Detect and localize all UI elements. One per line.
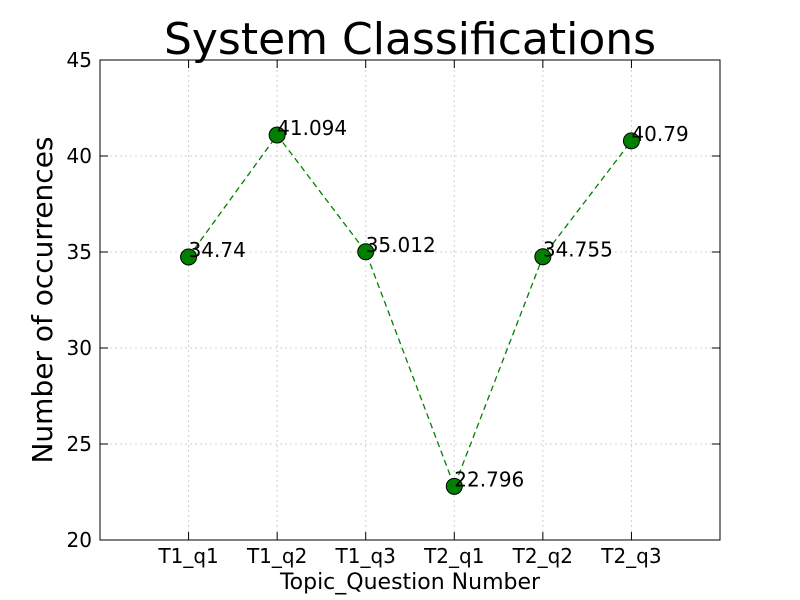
y-axis-label: Number of occurrences (26, 136, 59, 463)
data-label: 40.79 (631, 122, 688, 146)
plot-frame (99, 59, 721, 541)
data-label: 35.012 (366, 233, 436, 257)
data-point (534, 248, 552, 266)
chart-title: System Classifications (164, 14, 656, 65)
data-label: 41.094 (277, 116, 347, 140)
axes: 20 25 30 35 40 45 T1_q1 T1_q2 T1_q3 T2_q1 T2_q2 T2_… (67, 48, 721, 568)
data-point (622, 132, 640, 150)
y-tick-label: 35 (67, 240, 92, 264)
x-tick-label: T2_q1 (423, 544, 484, 568)
data-point (180, 248, 198, 266)
y-tick-label: 45 (67, 48, 92, 72)
x-tick-label: T1_q3 (335, 544, 396, 568)
y-tick-label: 20 (67, 528, 92, 552)
series-line (188, 133, 632, 489)
data-label: 34.755 (543, 238, 613, 262)
x-axis-label: Topic_Question Number (279, 570, 541, 595)
x-tick-label: T1_q2 (246, 544, 307, 568)
data-label: 34.74 (189, 238, 246, 262)
y-tick-label: 30 (67, 336, 92, 360)
data-label: 22.796 (454, 467, 524, 491)
data-point (268, 126, 286, 144)
x-tick-label: T2_q2 (512, 544, 573, 568)
data-point (445, 477, 463, 495)
x-tick-label: T1_q1 (157, 544, 218, 568)
y-tick-label: 25 (67, 432, 92, 456)
y-tick-label: 40 (67, 144, 92, 168)
x-tick-label: T2_q3 (600, 544, 661, 568)
series-layer: 34.74 41.094 35.012 22.796 34.755 40.79 (180, 116, 689, 495)
data-point (357, 243, 375, 261)
